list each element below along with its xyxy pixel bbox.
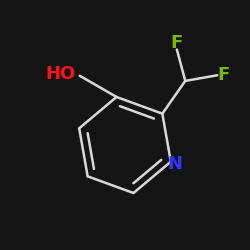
Text: F: F <box>171 34 183 52</box>
Text: HO: HO <box>45 66 75 84</box>
Text: N: N <box>168 155 183 173</box>
Text: F: F <box>218 66 230 84</box>
